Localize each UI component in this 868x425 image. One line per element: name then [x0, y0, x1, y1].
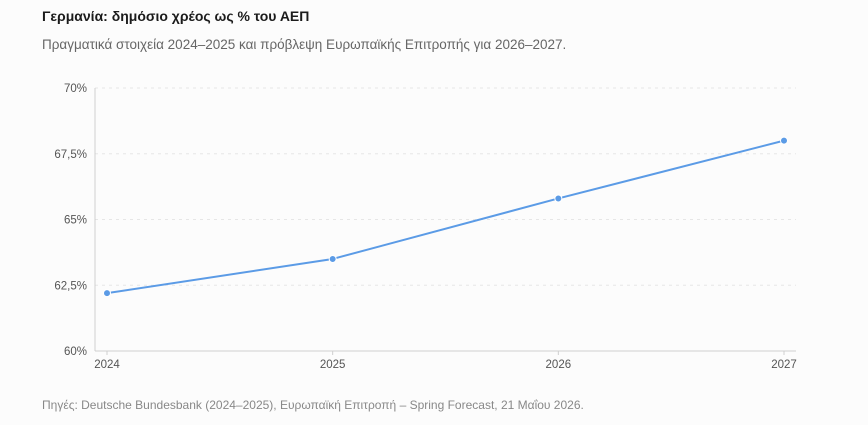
chart-subtitle: Πραγματικά στοιχεία 2024–2025 και πρόβλε… [42, 37, 567, 52]
data-point [554, 194, 563, 203]
tick-labels: 60% 62,5% 65% 67,5% 70% 2024 2025 2026 2027 [54, 83, 796, 371]
x-tick-label: 2025 [320, 359, 346, 371]
series-line [106, 139, 785, 295]
x-tick-label: 2026 [546, 359, 572, 371]
x-tick-label: 2027 [771, 359, 797, 371]
y-tick-label: 70% [64, 83, 87, 95]
y-tick-label: 62,5% [54, 280, 87, 292]
y-tick-label: 60% [64, 346, 87, 358]
data-point [103, 289, 111, 298]
data-points [103, 136, 788, 298]
series-line-path [106, 139, 785, 295]
axes [94, 88, 796, 355]
data-point [328, 254, 337, 263]
data-point [780, 136, 788, 145]
grid-lines [95, 87, 796, 286]
y-tick-label: 65% [64, 215, 87, 227]
x-tick-label: 2024 [94, 359, 120, 371]
y-tick-label: 67,5% [54, 149, 87, 161]
chart-title: Γερμανία: δημόσιο χρέος ως % του ΑΕΠ [42, 8, 310, 24]
source-note: Πηγές: Deutsche Bundesbank (2024–2025), … [42, 398, 584, 412]
